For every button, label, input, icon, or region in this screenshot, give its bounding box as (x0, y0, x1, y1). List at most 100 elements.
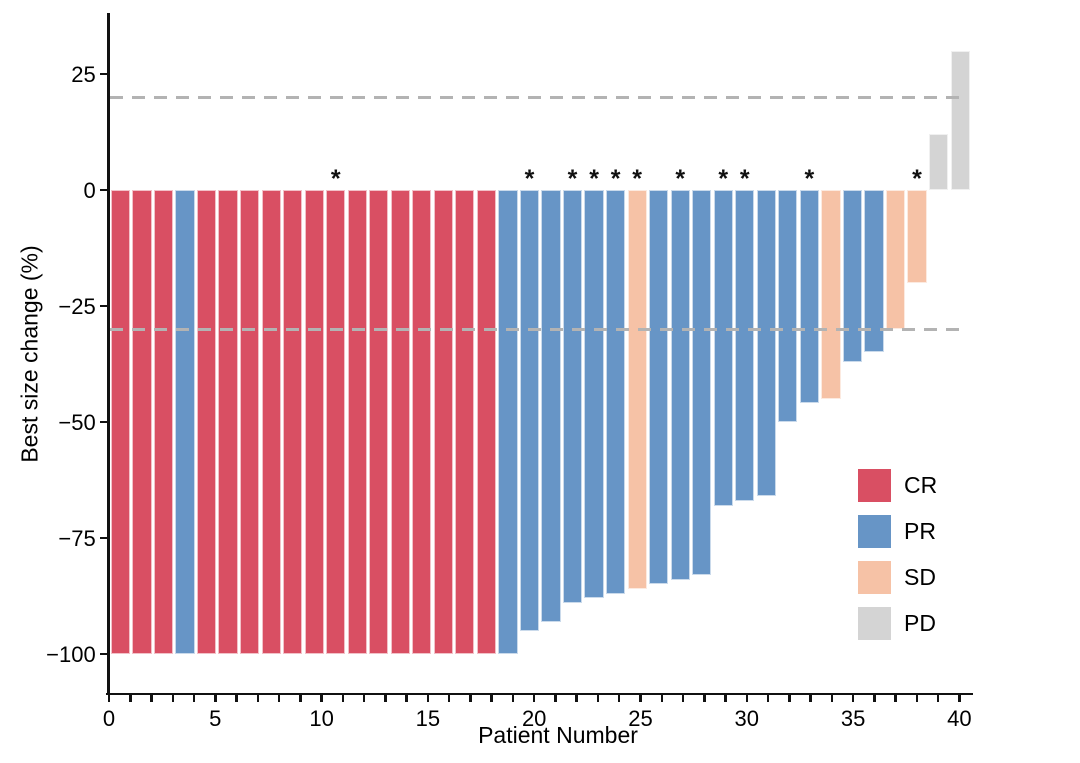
y-tick-label: 25 (71, 62, 96, 87)
x-tick-label: 40 (947, 706, 972, 731)
significance-asterisk: * (912, 165, 922, 193)
x-tick (192, 694, 196, 702)
bar-patient-7 (240, 190, 260, 654)
x-tick (809, 694, 812, 702)
x-tick (490, 694, 493, 702)
bar-patient-28 (692, 190, 712, 576)
bar-patient-25 (627, 190, 647, 590)
x-tick (469, 694, 472, 702)
legend-item-pr: PR (858, 515, 937, 548)
legend-label-pd: PD (904, 610, 936, 636)
x-tick (724, 694, 727, 702)
significance-asterisk: * (524, 165, 535, 193)
significance-asterisk: * (632, 165, 642, 193)
legend-label-pr: PR (904, 518, 936, 544)
bar-patient-22 (562, 190, 583, 603)
legend-swatch-pd (858, 607, 891, 640)
y-tick (99, 652, 109, 656)
x-tick (362, 694, 366, 702)
bar-patient-26 (649, 190, 669, 585)
bar-patient-27 (670, 190, 690, 580)
bar-patient-6 (218, 190, 238, 654)
y-axis-line (107, 13, 110, 695)
legend-swatch-pr (858, 515, 891, 548)
significance-asterisk: * (718, 165, 729, 193)
x-tick (936, 694, 940, 702)
x-tick-label: 10 (309, 706, 334, 731)
bar-patient-35 (842, 190, 863, 362)
x-tick (617, 694, 621, 702)
x-tick (596, 694, 600, 702)
threshold-line-20 (110, 95, 968, 99)
x-tick (299, 694, 302, 702)
y-tick (99, 420, 109, 424)
y-tick-label: −25 (58, 294, 96, 319)
x-tick (639, 694, 642, 702)
x-tick (851, 694, 855, 702)
bar-patient-9 (283, 190, 303, 654)
x-tick (915, 694, 919, 702)
x-tick (405, 694, 408, 702)
y-tick-label: −100 (46, 642, 96, 667)
significance-asterisk: * (675, 165, 686, 193)
x-tick-label: 25 (628, 706, 653, 731)
bar-patient-13 (369, 190, 389, 654)
bar-patient-39 (928, 134, 949, 190)
x-tick (554, 694, 557, 702)
x-tick (320, 694, 323, 702)
x-tick (214, 694, 217, 702)
y-tick-label: 0 (83, 178, 96, 203)
legend-label-cr: CR (904, 472, 938, 498)
x-tick (681, 694, 685, 702)
y-tick (99, 188, 109, 192)
bar-patient-5 (196, 190, 217, 654)
significance-asterisk: * (330, 165, 341, 193)
bar-patient-21 (541, 190, 561, 622)
x-tick (575, 694, 578, 702)
x-tick-label: 5 (209, 706, 222, 731)
bar-patient-14 (390, 190, 410, 654)
x-tick-label: 0 (102, 706, 116, 731)
bar-patient-2 (132, 190, 152, 654)
x-tick (766, 694, 770, 702)
significance-asterisk: * (610, 165, 621, 193)
bar-patient-34 (821, 190, 841, 399)
x-tick (873, 694, 876, 702)
x-tick (171, 694, 175, 702)
legend-item-sd: SD (858, 561, 937, 594)
x-axis-line (106, 692, 973, 695)
x-tick (107, 694, 111, 702)
bar-patient-17 (455, 190, 475, 654)
bar-patient-32 (778, 190, 798, 422)
x-tick (660, 694, 663, 702)
bar-patient-10 (304, 190, 324, 654)
x-tick (703, 694, 706, 702)
x-tick (426, 694, 430, 702)
bar-patient-15 (412, 190, 432, 654)
x-tick (830, 694, 834, 702)
bar-patient-37 (885, 190, 906, 330)
x-tick (532, 694, 536, 702)
bar-patient-23 (584, 190, 604, 599)
bar-patient-24 (606, 190, 626, 594)
bar-patient-12 (347, 190, 367, 654)
bar-patient-3 (153, 190, 174, 654)
x-tick (788, 694, 791, 702)
legend-item-cr: CR (858, 469, 937, 502)
bar-patient-4 (175, 190, 195, 654)
x-tick (256, 694, 260, 702)
legend: CR PR SD PD (858, 469, 937, 653)
legend-label-sd: SD (904, 564, 936, 590)
bar-patient-38 (907, 190, 927, 283)
legend-swatch-sd (858, 561, 891, 594)
x-tick (384, 694, 387, 702)
significance-asterisk: * (739, 165, 750, 193)
x-tick (958, 694, 961, 702)
threshold-line-−30 (110, 327, 968, 331)
bar-patient-30 (735, 190, 755, 501)
bar-patient-29 (713, 190, 733, 506)
x-tick (150, 694, 153, 702)
significance-asterisk: * (567, 165, 578, 193)
x-tick (447, 694, 451, 702)
bar-patient-1 (110, 190, 131, 654)
